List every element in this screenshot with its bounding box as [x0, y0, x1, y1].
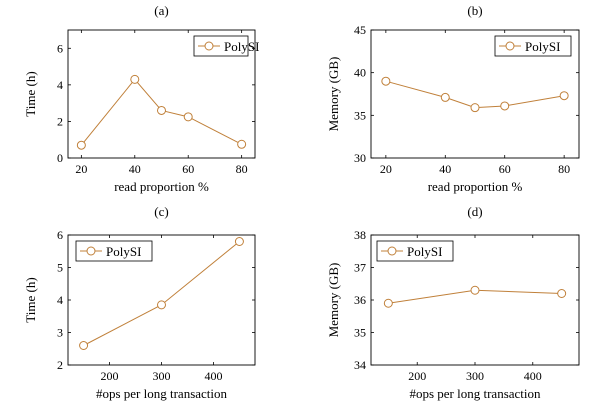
legend-box	[193, 35, 249, 57]
x-tick-label: 200	[408, 369, 426, 383]
x-tick-label: 40	[129, 162, 141, 176]
legend-marker	[387, 246, 397, 256]
chart-panel-d: (d) 200 300 400 34 35 36 37 38 #ops per long tran…	[326, 204, 580, 401]
data-point	[130, 74, 140, 84]
data-point	[234, 237, 244, 246]
legend-marker	[505, 41, 515, 51]
x-tick-label: 300	[466, 369, 484, 383]
x-axis-label: #ops per long transaction	[96, 386, 228, 401]
x-tick-label: 400	[524, 369, 542, 383]
y-tick-label: 0	[57, 151, 63, 165]
x-axis-label: read proportion %	[114, 179, 209, 194]
chart-panel-c: (c) 200 300 400 2 3 4 5 6 #ops per long transacti…	[23, 204, 256, 401]
y-axis-label: Memory (GB)	[326, 263, 341, 338]
legend-label: PolySI	[407, 244, 442, 259]
x-tick-label: 60	[182, 162, 194, 176]
y-axis-label: Memory (GB)	[326, 57, 341, 132]
y-tick-label: 40	[354, 66, 366, 80]
legend-box	[75, 240, 153, 262]
y-tick-label: 34	[354, 358, 366, 372]
y-tick-label: 35	[354, 326, 366, 340]
x-tick-label: 20	[380, 162, 392, 176]
plot-frame	[370, 29, 580, 159]
data-point	[557, 289, 567, 298]
y-tick-label: 37	[354, 261, 366, 275]
plot-frame	[67, 29, 256, 159]
x-tick-label: 60	[499, 162, 511, 176]
legend-marker	[204, 41, 214, 51]
x-axis-label: #ops per long transaction	[409, 386, 541, 401]
x-axis-label: read proportion %	[428, 179, 523, 194]
data-point	[559, 91, 569, 101]
y-tick-label: 5	[57, 261, 63, 275]
data-point	[381, 76, 391, 86]
y-tick-label: 4	[57, 293, 63, 307]
panel-title: (d)	[467, 204, 482, 219]
y-axis-label: Time (h)	[23, 277, 38, 322]
y-tick-label: 2	[57, 358, 63, 372]
panel-title: (b)	[467, 3, 482, 18]
legend-box	[376, 240, 454, 262]
x-tick-label: 400	[204, 369, 222, 383]
y-tick-label: 45	[354, 23, 366, 37]
x-tick-label: 200	[101, 369, 119, 383]
data-point	[76, 140, 86, 150]
x-tick-label: 40	[439, 162, 451, 176]
y-tick-label: 35	[354, 108, 366, 122]
y-tick-label: 36	[354, 293, 366, 307]
y-axis-label: Time (h)	[23, 71, 38, 116]
data-point	[470, 103, 480, 113]
data-point	[157, 105, 166, 115]
data-point	[440, 92, 450, 102]
y-tick-label: 30	[354, 151, 366, 165]
y-tick-label: 6	[57, 228, 63, 242]
y-tick-label: 6	[57, 41, 63, 55]
x-tick-label: 300	[153, 369, 171, 383]
x-tick-label: 80	[236, 162, 248, 176]
y-tick-label: 3	[57, 326, 63, 340]
legend-label: PolySI	[106, 244, 141, 259]
panel-title: (a)	[154, 3, 168, 18]
y-tick-label: 2	[57, 114, 63, 128]
legend-box	[494, 35, 572, 57]
data-point	[470, 285, 480, 295]
legend-label: PolySI	[525, 39, 560, 54]
data-point	[183, 112, 193, 122]
x-tick-label: 20	[75, 162, 87, 176]
panel-title: (c)	[154, 204, 168, 219]
legend-label: PolySI	[224, 39, 259, 54]
x-tick-label: 80	[558, 162, 570, 176]
data-point	[79, 341, 89, 350]
data-point	[237, 139, 247, 149]
data-point	[157, 300, 166, 310]
data-point	[500, 101, 510, 111]
plot-frame	[67, 234, 256, 366]
y-tick-label: 4	[57, 78, 63, 92]
legend-marker	[86, 246, 96, 256]
y-tick-label: 38	[354, 228, 366, 242]
chart-panel-b: (b) 20 40 60 80 30 35 40 45 read proportion % Memo…	[326, 3, 580, 194]
chart-panel-a: (a) 20 40 60 80 0 2 4 6 read proportion % Time (h)…	[23, 3, 259, 194]
plot-frame	[370, 234, 580, 366]
data-point	[383, 298, 393, 308]
